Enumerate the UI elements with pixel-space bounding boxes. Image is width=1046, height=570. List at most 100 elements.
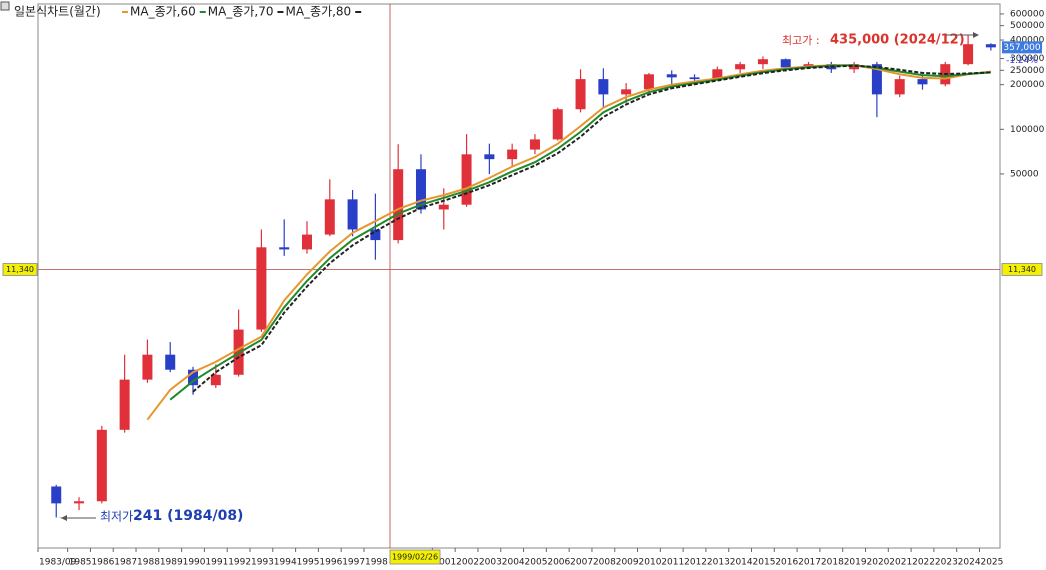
- crosshair-y-box-left: [2, 262, 38, 276]
- high-arrowhead: [973, 32, 979, 38]
- high-value: 435,000 (2024/12): [830, 33, 965, 48]
- x-tick-label: 2008: [593, 558, 616, 568]
- crosshair-date: 1999/02/26: [392, 553, 438, 562]
- candle-body: [301, 234, 312, 250]
- candle-body: [256, 247, 267, 330]
- x-tick-label: 2023: [935, 558, 958, 568]
- x-tick-label: 2009: [616, 558, 639, 568]
- x-tick-label: 2005: [525, 558, 548, 568]
- x-tick-label: 1994: [274, 558, 297, 568]
- low-value: 241 (1984/08): [133, 508, 243, 524]
- candle-body: [985, 44, 996, 48]
- candle-body: [324, 199, 335, 235]
- x-tick-label: 2020: [867, 558, 890, 568]
- high-label: 최고가 :: [782, 34, 820, 47]
- candle-body: [507, 149, 518, 160]
- x-tick-label: 2007: [570, 558, 593, 568]
- candle-body: [165, 354, 176, 370]
- candle-body: [963, 44, 974, 65]
- crosshair-y-label-left: 11,340: [6, 265, 34, 274]
- candle-body: [347, 199, 358, 230]
- legend-label: MA_종가,70: [208, 5, 274, 19]
- candle-body: [51, 486, 62, 504]
- candle-body: [849, 64, 860, 70]
- y-tick-label: 600000: [1010, 9, 1045, 19]
- x-tick-label: 1988: [137, 558, 160, 568]
- x-tick-label: 2010: [639, 558, 662, 568]
- candle-body: [552, 109, 563, 140]
- x-tick-label: 2021: [889, 558, 912, 568]
- x-tick-label: 1991: [205, 558, 228, 568]
- legend-label: MA_종가,80: [285, 5, 351, 19]
- x-tick-label: 2018: [821, 558, 844, 568]
- last-price: 357,000: [1003, 43, 1040, 53]
- candle-body: [780, 59, 791, 68]
- x-tick-label: 2011: [661, 558, 684, 568]
- y-tick-label: 50000: [1010, 169, 1039, 179]
- candle-body: [119, 379, 130, 430]
- candle-body: [142, 354, 153, 380]
- low-arrowhead: [61, 515, 67, 521]
- x-tick-label: 2017: [798, 558, 821, 568]
- chart-title: 일본식차트(월간): [14, 5, 101, 19]
- crosshair-y-box-right: [1001, 262, 1043, 276]
- x-tick-label: 2013: [707, 558, 730, 568]
- candle-body: [598, 79, 609, 95]
- x-tick-label: 2004: [502, 558, 525, 568]
- x-tick-label: 2002: [456, 558, 479, 568]
- candle-body: [575, 79, 586, 110]
- last-price-box: [1002, 41, 1042, 54]
- x-tick-label: 1986: [91, 558, 114, 568]
- candle-body: [894, 79, 905, 95]
- candle-body: [484, 154, 495, 160]
- x-tick-label: 1996: [319, 558, 342, 568]
- candle-body: [689, 77, 700, 80]
- ma-line: [192, 64, 991, 393]
- x-tick-label: 2024: [958, 558, 981, 568]
- x-tick-label: 1992: [228, 558, 251, 568]
- y-tick-label: 250000: [1010, 66, 1045, 76]
- candle-body: [643, 74, 654, 90]
- low-label: 최저가 :: [100, 510, 141, 524]
- crosshair-y-label-right: 11,340: [1008, 265, 1036, 274]
- candle-body: [370, 229, 381, 241]
- candle-body: [871, 64, 882, 95]
- x-tick-label: 2016: [775, 558, 798, 568]
- x-tick-label: 1997: [342, 558, 365, 568]
- x-tick-label: 1985: [69, 558, 92, 568]
- candle-body: [712, 69, 723, 80]
- candle-body: [393, 169, 404, 241]
- x-tick-label: 2012: [684, 558, 707, 568]
- candle-body: [96, 429, 107, 502]
- y-tick-label: 100000: [1010, 125, 1045, 135]
- candle-body: [279, 247, 290, 250]
- x-tick-label: 1995: [297, 558, 320, 568]
- plot-frame: [37, 3, 1001, 549]
- candle-body: [917, 79, 928, 85]
- candle-body: [735, 64, 746, 70]
- menu-icon[interactable]: [0, 1, 10, 11]
- y-tick-label: 500000: [1010, 21, 1045, 31]
- candle-body: [210, 374, 221, 386]
- crosshair-date-box: [389, 549, 441, 565]
- candle-body: [74, 501, 85, 504]
- legend-label: MA_종가,60: [130, 5, 196, 19]
- x-tick-label: 1998: [365, 558, 388, 568]
- y-tick-label: 200000: [1010, 80, 1045, 90]
- candle-body: [188, 369, 199, 386]
- x-tick-label: 1993: [251, 558, 274, 568]
- x-tick-label: 2019: [844, 558, 867, 568]
- x-tick-label: 1990: [183, 558, 206, 568]
- x-tick-label: 1989: [160, 558, 183, 568]
- x-tick-label: 1987: [114, 558, 137, 568]
- x-tick-label: 2022: [912, 558, 935, 568]
- x-tick-label: 2006: [547, 558, 570, 568]
- last-change: -1.24%: [1006, 56, 1038, 66]
- x-tick-label: 2014: [730, 558, 753, 568]
- x-tick-label: 2015: [753, 558, 776, 568]
- y-tick-label: 400000: [1010, 36, 1045, 46]
- candle-body: [438, 204, 449, 210]
- ma-line: [169, 64, 991, 401]
